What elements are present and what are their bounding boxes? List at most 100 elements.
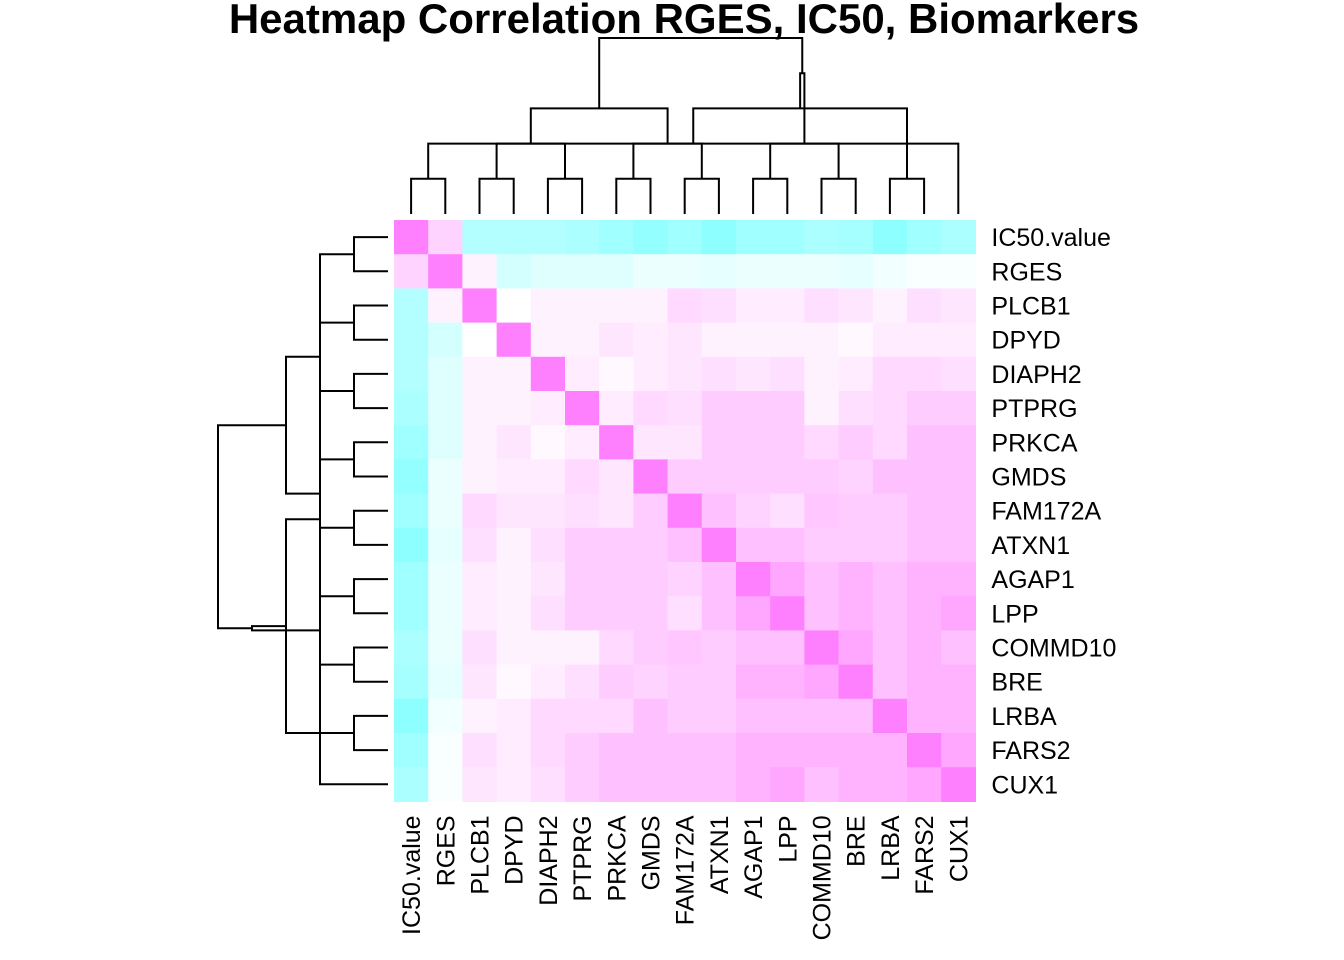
heatmap-cell xyxy=(496,630,532,666)
heatmap-cell xyxy=(530,698,566,734)
heatmap-cell xyxy=(804,562,840,597)
heatmap-cell xyxy=(736,596,771,631)
heatmap-cell xyxy=(599,391,634,426)
heatmap-cell xyxy=(530,767,566,802)
column-label: LRBA xyxy=(877,815,905,881)
heatmap-cell xyxy=(736,527,771,563)
heatmap-cell xyxy=(633,493,669,529)
heatmap-cell xyxy=(667,356,703,392)
heatmap-cell xyxy=(462,459,498,495)
heatmap-cell xyxy=(838,391,874,426)
heatmap-cell xyxy=(394,220,429,255)
heatmap-cell xyxy=(565,356,600,392)
heatmap-cell xyxy=(907,596,942,631)
column-label: FAM172A xyxy=(672,815,700,925)
heatmap-cell xyxy=(701,698,737,734)
heatmap-cell xyxy=(907,698,942,734)
heatmap-cell xyxy=(838,322,874,358)
heatmap-cell xyxy=(907,254,942,289)
column-label: GMDS xyxy=(638,815,666,890)
heatmap-cell xyxy=(599,288,634,324)
heatmap-cell xyxy=(667,664,703,700)
heatmap-cell xyxy=(394,288,429,324)
heatmap-cell xyxy=(701,630,737,666)
heatmap-cell xyxy=(907,391,942,426)
heatmap-cell xyxy=(565,425,600,460)
heatmap-cell xyxy=(496,767,532,802)
heatmap-cell xyxy=(941,391,976,426)
heatmap-cell xyxy=(736,767,771,802)
heatmap-cell xyxy=(804,254,840,289)
heatmap-cell xyxy=(667,767,703,802)
heatmap-cell xyxy=(770,493,805,529)
heatmap-cell xyxy=(462,425,498,460)
heatmap-cell xyxy=(701,288,737,324)
heatmap-cell xyxy=(530,733,566,768)
heatmap-cell xyxy=(633,288,669,324)
heatmap-cell xyxy=(736,391,771,426)
heatmap-cell xyxy=(804,664,840,700)
heatmap-cell xyxy=(428,733,463,768)
heatmap-cell xyxy=(428,664,463,700)
heatmap-cell xyxy=(804,493,840,529)
heatmap-cell xyxy=(701,596,737,631)
heatmap-cell xyxy=(907,630,942,666)
heatmap-cell xyxy=(462,527,498,563)
column-label: PTPRG xyxy=(569,815,597,901)
heatmap-cell xyxy=(633,596,669,631)
heatmap-cell xyxy=(941,425,976,460)
heatmap-cell xyxy=(736,664,771,700)
heatmap-cell xyxy=(770,527,805,563)
heatmap-cell xyxy=(530,493,566,529)
dendrogram-branch xyxy=(598,37,804,109)
heatmap-cell xyxy=(736,630,771,666)
heatmap-cell xyxy=(941,254,976,289)
heatmap-cell xyxy=(496,254,532,289)
heatmap-cell xyxy=(633,356,669,392)
heatmap-cell xyxy=(462,733,498,768)
heatmap-cell xyxy=(701,459,737,495)
heatmap-cell xyxy=(872,698,908,734)
heatmap-cell xyxy=(804,391,840,426)
heatmap-cell xyxy=(428,220,463,255)
heatmap-cell xyxy=(838,596,874,631)
heatmap-cell xyxy=(496,220,532,255)
heatmap-cell xyxy=(530,356,566,392)
column-label: DPYD xyxy=(501,815,529,884)
column-label: DIAPH2 xyxy=(535,815,563,905)
heatmap-cell xyxy=(907,562,942,597)
heatmap-cell xyxy=(633,733,669,768)
heatmap-cell xyxy=(941,493,976,529)
heatmap-cell xyxy=(565,630,600,666)
heatmap-cell xyxy=(496,562,532,597)
heatmap-cell xyxy=(530,254,566,289)
row-label: CUX1 xyxy=(991,771,1058,799)
dendrogram-branch xyxy=(217,424,286,630)
heatmap-cell xyxy=(941,630,976,666)
heatmap-cell xyxy=(428,767,463,802)
heatmap-cell xyxy=(838,459,874,495)
heatmap-cell xyxy=(736,254,771,289)
heatmap-cell xyxy=(907,527,942,563)
heatmap-cell xyxy=(907,459,942,495)
heatmap-cell xyxy=(428,322,463,358)
heatmap-cell xyxy=(394,527,429,563)
heatmap-cell xyxy=(496,288,532,324)
heatmap-cell xyxy=(496,391,532,426)
heatmap-cell xyxy=(633,767,669,802)
heatmap-cell xyxy=(907,767,942,802)
heatmap-cell xyxy=(941,664,976,700)
heatmap-cell xyxy=(667,459,703,495)
heatmap-cell xyxy=(804,527,840,563)
heatmap-cell xyxy=(633,220,669,255)
heatmap-cell xyxy=(770,664,805,700)
heatmap-cell xyxy=(428,425,463,460)
heatmap-cell xyxy=(872,356,908,392)
heatmap-cell xyxy=(701,562,737,597)
heatmap-cell xyxy=(428,630,463,666)
heatmap-cell xyxy=(701,356,737,392)
heatmap-cell xyxy=(736,322,771,358)
heatmap-cell xyxy=(565,459,600,495)
heatmap-cell xyxy=(770,562,805,597)
heatmap-cell xyxy=(872,254,908,289)
